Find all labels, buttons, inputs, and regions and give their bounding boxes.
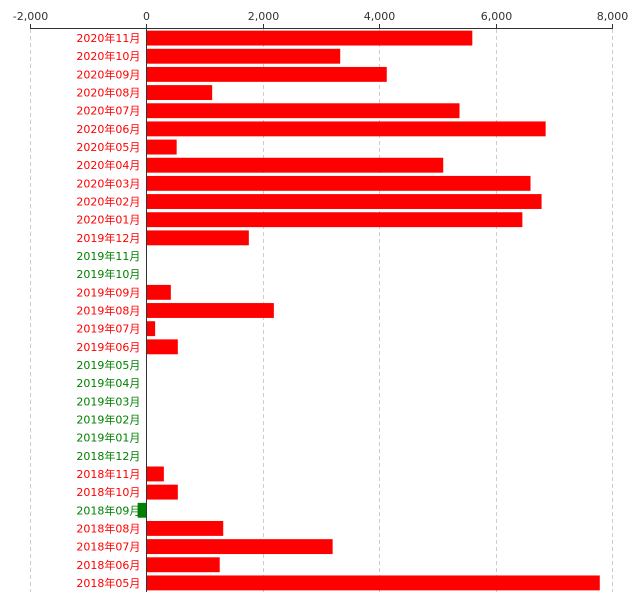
x-tick-label: -2,000 [13,10,48,23]
category-label: 2018年10月 [76,485,140,499]
category-label: 2020年01月 [76,213,140,227]
category-label: 2019年01月 [76,431,140,445]
bar [146,303,274,318]
category-label: 2020年02月 [76,195,140,209]
bar [146,30,473,46]
bar [146,284,171,300]
category-label: 2020年06月 [76,122,140,136]
bar [146,103,460,119]
category-label: 2019年06月 [76,340,140,354]
category-label: 2019年11月 [76,249,140,263]
x-tick-label: 0 [143,10,150,23]
category-label: 2019年10月 [76,267,140,281]
category-label: 2018年05月 [76,576,140,590]
category-label: 2018年09月 [76,503,140,517]
x-tick-label: 4,000 [364,10,396,23]
bar [146,175,531,191]
bars [137,30,600,591]
category-label: 2019年12月 [76,231,140,245]
bar [146,321,156,337]
category-label: 2019年03月 [76,394,140,408]
category-label: 2018年07月 [76,540,140,554]
category-label: 2019年07月 [76,322,140,336]
category-label: 2020年04月 [76,158,140,172]
category-label: 2020年09月 [76,67,140,81]
y-axis-category-labels: 2020年11月 2020年10月 2020年09月 2020年08月 2020年07月… [76,31,140,590]
category-label: 2018年06月 [76,558,140,572]
bar [137,502,147,518]
bar [146,557,220,573]
category-label: 2019年05月 [76,358,140,372]
category-label: 2020年05月 [76,140,140,154]
category-label: 2018年11月 [76,467,140,481]
bar [146,466,164,482]
bar [146,194,542,209]
bar [146,539,333,555]
category-label: 2020年03月 [76,176,140,190]
x-tick-label: 2,000 [248,10,280,23]
bar [146,157,444,173]
bar [146,66,387,82]
x-tick-label: 8,000 [597,10,629,23]
category-label: 2020年08月 [76,86,140,100]
category-label: 2019年02月 [76,412,140,426]
category-label: 2018年12月 [76,449,140,463]
bar [146,139,177,155]
x-tick-label: 6,000 [481,10,513,23]
x-axis-tick-labels: -2,000 0 2,000 4,000 6,000 8,000 [13,10,628,23]
category-label: 2019年09月 [76,285,140,299]
category-label: 2020年11月 [76,31,140,45]
bar [146,575,600,591]
bar [146,520,224,536]
axes [30,24,613,592]
bar [146,339,178,355]
category-label: 2020年10月 [76,49,140,63]
category-label: 2020年07月 [76,104,140,118]
bar [146,230,249,246]
bar [146,484,178,500]
bar [146,212,523,228]
bar [146,85,213,101]
category-label: 2019年08月 [76,304,140,318]
bar [146,48,341,64]
category-label: 2018年08月 [76,521,140,535]
bar [146,121,546,137]
category-label: 2019年04月 [76,376,140,390]
